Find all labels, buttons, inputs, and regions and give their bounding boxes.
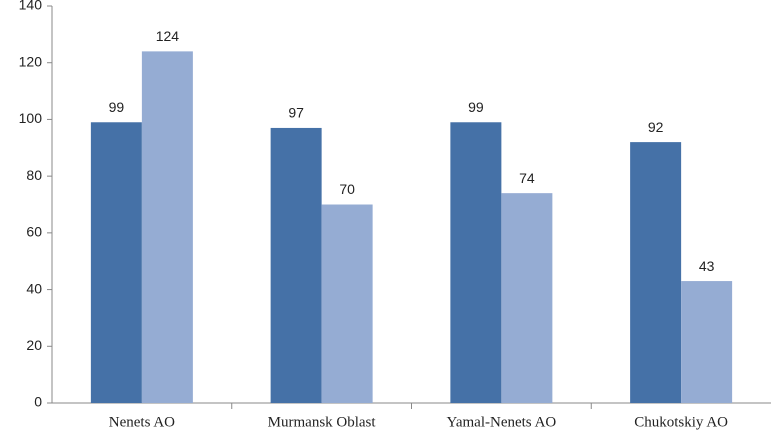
bar — [90, 122, 142, 403]
x-tick-label: Chukotskiy AO — [634, 414, 728, 430]
x-tick-label: Murmansk Oblast — [268, 414, 377, 430]
value-label: 99 — [468, 99, 484, 115]
y-tick-label: 60 — [26, 224, 42, 240]
y-tick-label: 100 — [19, 110, 43, 126]
bar — [270, 127, 322, 403]
value-label: 70 — [339, 181, 355, 197]
value-label: 74 — [519, 170, 535, 186]
x-tick-label: Nenets AO — [109, 414, 175, 430]
bar — [630, 142, 682, 403]
value-label: 97 — [288, 105, 304, 121]
y-tick-label: 80 — [26, 167, 42, 183]
bar — [141, 51, 193, 403]
y-tick-label: 140 — [19, 0, 43, 13]
bar — [321, 204, 373, 403]
bar — [450, 122, 502, 403]
bar — [501, 193, 553, 403]
y-tick-label: 0 — [34, 394, 42, 410]
bar — [681, 281, 733, 403]
y-tick-label: 20 — [26, 337, 42, 353]
y-tick-label: 120 — [19, 53, 43, 69]
value-label: 124 — [156, 28, 180, 44]
value-label: 99 — [109, 99, 125, 115]
value-label: 92 — [648, 119, 664, 135]
x-tick-label: Yamal-Nenets AO — [447, 414, 557, 430]
y-tick-label: 40 — [26, 280, 42, 296]
value-label: 43 — [699, 258, 715, 274]
